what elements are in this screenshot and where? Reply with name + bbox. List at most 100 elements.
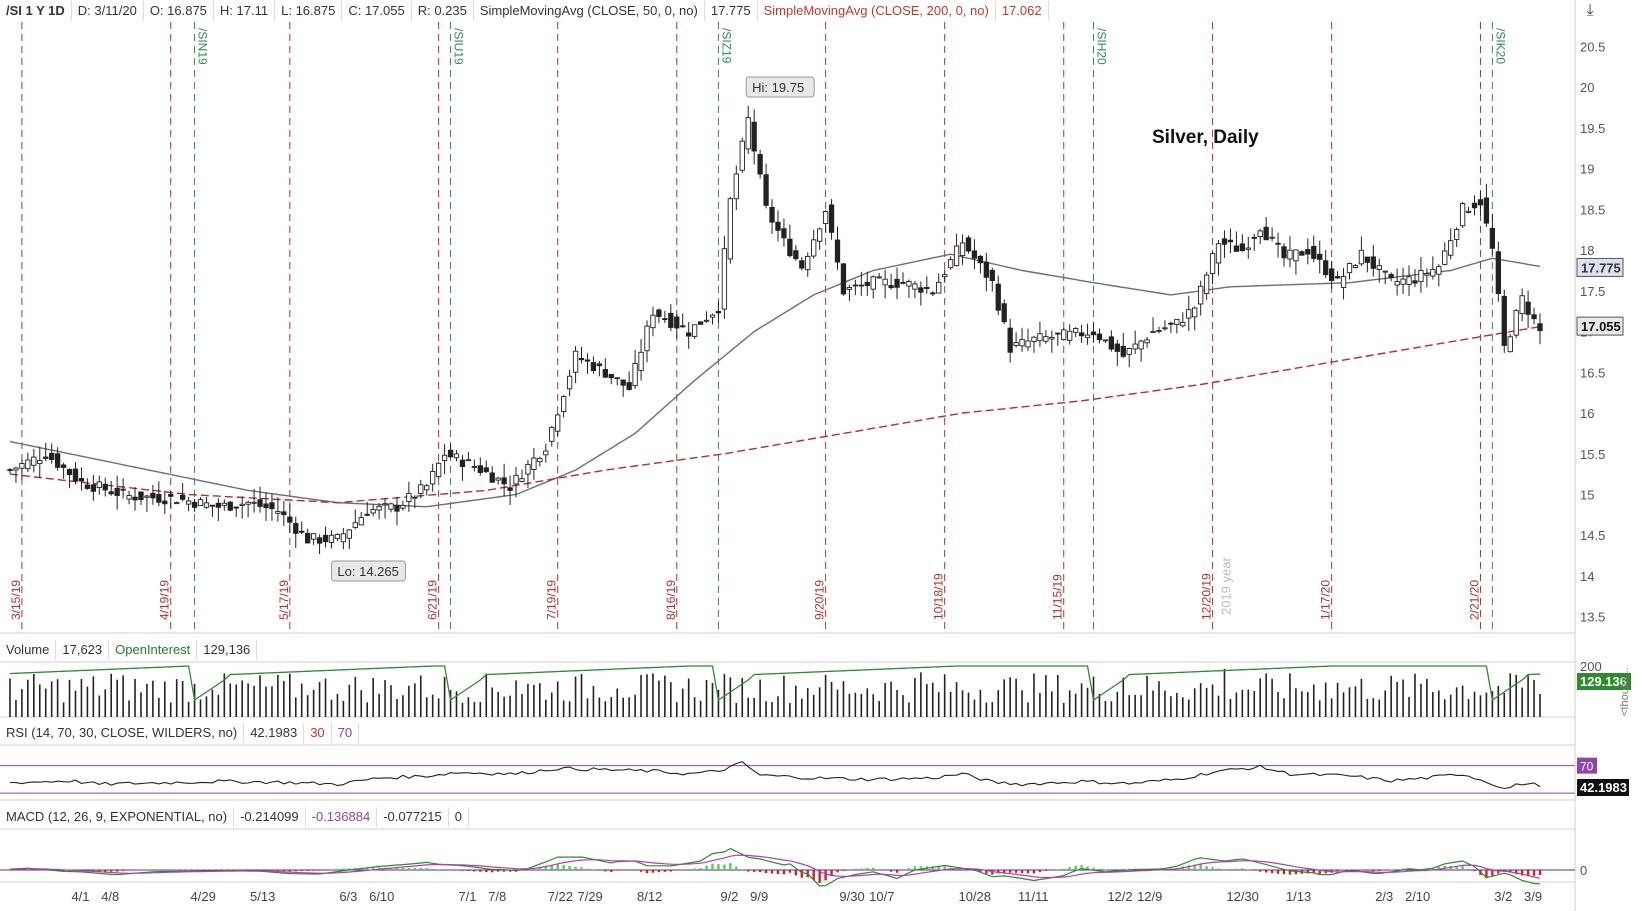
candle-body	[1233, 245, 1240, 252]
candle-body	[1084, 334, 1091, 339]
sma50-study-label[interactable]: SimpleMovingAvg (CLOSE, 50, 0, no)	[474, 1, 705, 21]
candle-body	[489, 472, 495, 483]
candle-body	[674, 316, 680, 329]
price-candles	[7, 105, 1543, 555]
candle-body	[1448, 240, 1454, 256]
candle-body	[322, 534, 329, 543]
price-tick-label: 18	[1580, 243, 1594, 258]
candle-body	[1454, 229, 1460, 240]
candle-body	[102, 483, 108, 491]
candle-body	[834, 239, 841, 263]
symbol-label[interactable]: /SI 1 Y 1D	[0, 1, 72, 21]
candle-body	[1430, 268, 1436, 277]
candle-body	[1162, 327, 1168, 330]
candle-body	[168, 493, 174, 497]
candle-body	[370, 509, 376, 514]
candle-body	[1382, 270, 1388, 273]
candle-body	[1531, 314, 1537, 320]
candle-body	[316, 537, 323, 544]
expiry-date-label: 2/21/20	[1467, 580, 1481, 620]
candle-body	[441, 454, 448, 461]
candle-body	[882, 278, 888, 286]
macd-header: MACD (12, 26, 9, EXPONENTIAL, no) -0.214…	[0, 806, 469, 828]
candle-body	[465, 459, 472, 462]
candle-body	[1305, 249, 1311, 255]
candle-body	[477, 465, 483, 473]
chart-settings-icon[interactable]: ⤓	[1586, 2, 1594, 19]
candle-body	[668, 312, 674, 328]
macd-study-label[interactable]: MACD (12, 26, 9, EXPONENTIAL, no)	[0, 807, 235, 827]
volume-study-label[interactable]: Volume	[0, 640, 57, 660]
candle-body	[495, 477, 501, 481]
candle-body	[912, 283, 918, 290]
candle-body	[811, 239, 817, 257]
candle-body	[590, 362, 597, 372]
candle-body	[555, 414, 561, 432]
candle-body	[1311, 245, 1317, 259]
candle-body	[894, 278, 900, 288]
candle-body	[989, 269, 995, 281]
rsi-study-label[interactable]: RSI (14, 70, 30, CLOSE, WILDERS, no)	[0, 723, 245, 743]
price-tick-label: 16	[1580, 406, 1594, 421]
date-tick-label: 6/10	[369, 889, 394, 904]
expiry-date-label: 4/19/19	[158, 580, 172, 620]
candle-body	[1501, 295, 1507, 346]
candle-body	[1019, 338, 1025, 347]
candle-body	[1483, 197, 1490, 224]
candle-body	[965, 237, 972, 252]
candle-body	[1245, 247, 1251, 250]
candle-body	[364, 513, 370, 516]
date-tick-label: 4/8	[101, 889, 119, 904]
candle-body	[1525, 301, 1531, 315]
candle-body	[197, 499, 204, 507]
candle-body	[358, 517, 364, 526]
candle-body	[1072, 328, 1079, 333]
sma200-study-label[interactable]: SimpleMovingAvg (CLOSE, 200, 0, no)	[758, 1, 996, 21]
candle-body	[924, 286, 930, 289]
candle-body	[543, 450, 549, 456]
candle-body	[114, 487, 120, 496]
candle-body	[1394, 281, 1400, 286]
expiry-date-label: 1/17/20	[1319, 580, 1333, 620]
candle-body	[513, 474, 519, 485]
sma200-value: 17.062	[996, 1, 1049, 21]
date-tick-label: 10/28	[958, 889, 991, 904]
candle-body	[1055, 332, 1061, 335]
macd-avg-value: -0.136884	[306, 807, 378, 827]
contract-roll-label: /SIK20	[1493, 28, 1507, 64]
price-tick-label: 13.5	[1580, 610, 1605, 625]
candle-body	[299, 530, 305, 533]
candle-body	[31, 456, 37, 466]
candle-body	[227, 501, 233, 511]
candle-body	[781, 228, 787, 239]
candle-body	[1061, 329, 1067, 341]
oi-tag: 129.136	[1580, 674, 1627, 689]
rsi-panel	[0, 760, 1575, 794]
oi-study-label[interactable]: OpenInterest	[109, 640, 198, 660]
candle-body	[799, 260, 805, 269]
candle-body	[1406, 276, 1412, 285]
candle-body	[1418, 270, 1424, 283]
candle-body	[971, 250, 978, 259]
rsi-tag-box	[1577, 779, 1629, 796]
sma50-price-tag: 17.775	[1581, 260, 1621, 275]
candle-body	[221, 502, 227, 506]
oi-tag-box	[1577, 673, 1631, 690]
candle-body	[138, 491, 144, 501]
candle-body	[1221, 238, 1228, 245]
candle-body	[1346, 263, 1353, 274]
candle-body	[66, 469, 73, 476]
date-tick-label: 4/1	[71, 889, 89, 904]
open-label: O: 16.875	[144, 1, 214, 21]
candle-body	[906, 281, 912, 287]
date-tick-label: 12/9	[1137, 889, 1162, 904]
candle-body	[1334, 276, 1341, 279]
candle-body	[739, 140, 745, 171]
candle-body	[1537, 323, 1543, 332]
macd-diff-value: -0.077215	[377, 807, 449, 827]
candle-body	[1203, 274, 1210, 294]
candle-body	[930, 292, 936, 295]
candle-body	[1239, 243, 1245, 252]
sma50-value: 17.775	[705, 1, 758, 21]
candle-body	[388, 503, 394, 510]
